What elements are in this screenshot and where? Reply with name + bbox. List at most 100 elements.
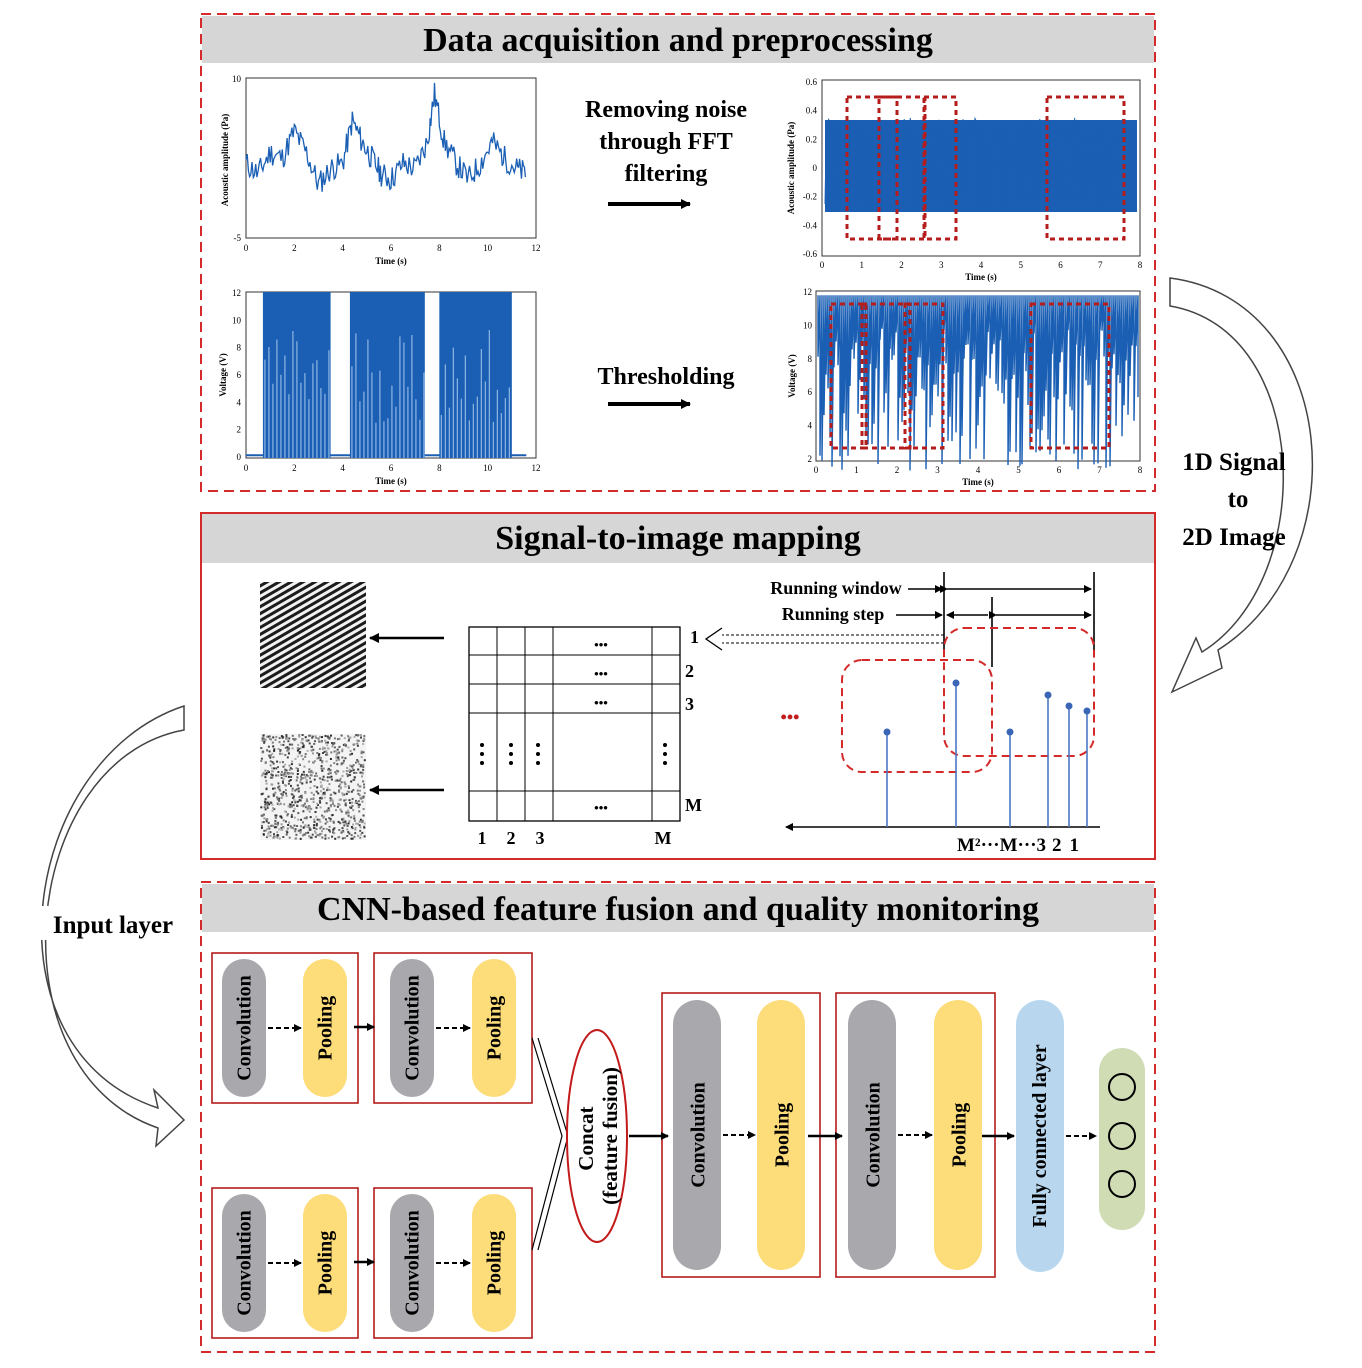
sample-index-labels: M²···M···3 2 1 [957,835,1079,856]
y-tick-label: 0.6 [806,77,818,87]
conv-pool-block: Convolution Pooling [373,952,533,1104]
conversion-line-3: 2D Image [1182,524,1285,551]
y-tick-top: 10 [232,74,242,84]
x-tick-label: 8 [1138,260,1143,270]
matrix-ellipsis: ••• [594,695,608,710]
x-tick-label: 2 [895,465,900,475]
running-window-region [841,659,993,773]
thresholded-voltage-series [817,295,1139,471]
pooling-pill [757,1000,805,1270]
y-tick-label: 0.2 [806,134,817,144]
section-cnn-fusion: CNN-based feature fusion and quality mon… [200,881,1156,1353]
convolution-label: Convolution [234,1210,256,1316]
x-tick-label: 7 [1097,465,1102,475]
matrix-ellipsis: ••• [594,800,608,815]
y-tick-label: 4 [808,421,813,431]
col-label: 2 [507,828,516,848]
y-tick-label: 6 [808,387,813,397]
x-tick-label: 8 [1138,465,1143,475]
signal-sample [1065,702,1073,710]
x-tick-label: 6 [1057,465,1062,475]
y-tick-label: 0 [813,163,818,173]
concat-label: Concat (feature fusion) [574,1067,622,1205]
conv-pool-block: Convolution Pooling [211,1187,359,1339]
plot-frame [821,79,1141,257]
x-tick-label: 4 [979,260,984,270]
x-tick-label: 6 [389,243,394,253]
y-tick-labels: 12 10 8 6 4 2 [803,287,813,464]
matrix-ellipsis: ••• [594,666,608,681]
image-acoustic-2d [260,582,366,688]
concat-ellipse [566,1029,628,1243]
x-tick-label: 0 [820,260,825,270]
row-label: 3 [685,694,694,714]
x-tick-label: 2 [899,260,904,270]
concat-line-2: (feature fusion) [598,1067,622,1205]
window-box [903,302,945,450]
merge-chevron [531,1037,563,1251]
curved-arrow-right [1169,277,1314,694]
x-tick-label: 0 [244,463,249,473]
signal-sample [1083,707,1091,715]
pooling-label: Pooling [948,1103,970,1167]
plot-frame [815,290,1141,462]
mapping-matrix: ••• ••• ••• ••• 1 2 3 M 1 2 3 M [468,626,702,848]
pooling-pill [934,1000,982,1270]
x-tick-label: 1 [854,465,859,475]
conv-pool-block: Convolution Pooling [661,992,821,1278]
y-tick-label: 0 [237,452,242,462]
window-box [877,95,927,241]
section-title-top: Data acquisition and preprocessing [423,22,933,59]
x-tick-label: 0 [814,465,819,475]
x-tick-label: 5 [1016,465,1021,475]
y-tick-label: 2 [808,454,813,464]
x-tick-label: 5 [1019,260,1024,270]
filtered-acoustic-series [824,116,1137,212]
x-tick-label: 4 [976,465,981,475]
col-label: 3 [536,828,545,848]
x-axis-label: Time (s) [375,256,407,266]
merge-chevron [537,1037,569,1251]
label-backdrop [34,906,192,940]
x-tick-label: 2 [292,463,297,473]
conv-pool-block: Convolution Pooling [373,1187,533,1339]
y-axis-label: Acoustic amplitude (Pa) [786,122,796,215]
cnn-blocks: Convolution Pooling Convolution PoolingConv… [211,952,996,1339]
x-tick-label: 10 [483,463,493,473]
section-title-mid: Signal-to-image mapping [495,520,861,557]
x-tick-label: 1 [860,260,865,270]
x-tick-label: 8 [437,243,442,253]
label-m: M [1000,835,1018,856]
signal-sample [1044,691,1052,699]
window-box [1029,302,1111,450]
x-tick-label: 12 [532,243,541,253]
running-step-label: Running step [782,604,885,624]
conv-pool-block: Convolution Pooling [211,952,359,1104]
signal-sample [883,728,891,736]
pooling-pill [472,1194,516,1332]
raw-acoustic-series [245,82,527,192]
label-m-squared: M² [957,835,981,856]
output-pill [1099,1048,1145,1230]
section-header-top [202,16,1154,63]
pooling-label: Pooling [315,996,337,1060]
convolution-label: Convolution [402,1210,424,1316]
section-title-bot: CNN-based feature fusion and quality mon… [317,891,1039,928]
output-node [1108,1170,1136,1198]
row-fill-arrow [704,627,944,651]
thresholding-step: Thresholding [598,364,734,409]
pooling-label: Pooling [484,996,506,1060]
x-tick-labels: 0 2 4 6 8 10 12 [244,463,541,473]
convolution-pill [222,1194,266,1332]
window-box [922,95,958,241]
signal-stems [883,679,1091,827]
section-header-mid [202,514,1154,563]
running-window-region [943,627,1095,757]
fft-filtering-step: Removing noise through FFT filtering [585,97,747,209]
convolution-pill [848,1000,896,1270]
y-tick-label: 4 [237,397,242,407]
plot-raw-voltage: 12 10 8 6 4 2 0 0 2 4 6 8 10 12 Time (s) Voltage (V) [218,288,541,486]
concat-node: Concat (feature fusion) [566,1029,628,1243]
y-tick-label: 0.4 [806,106,818,116]
